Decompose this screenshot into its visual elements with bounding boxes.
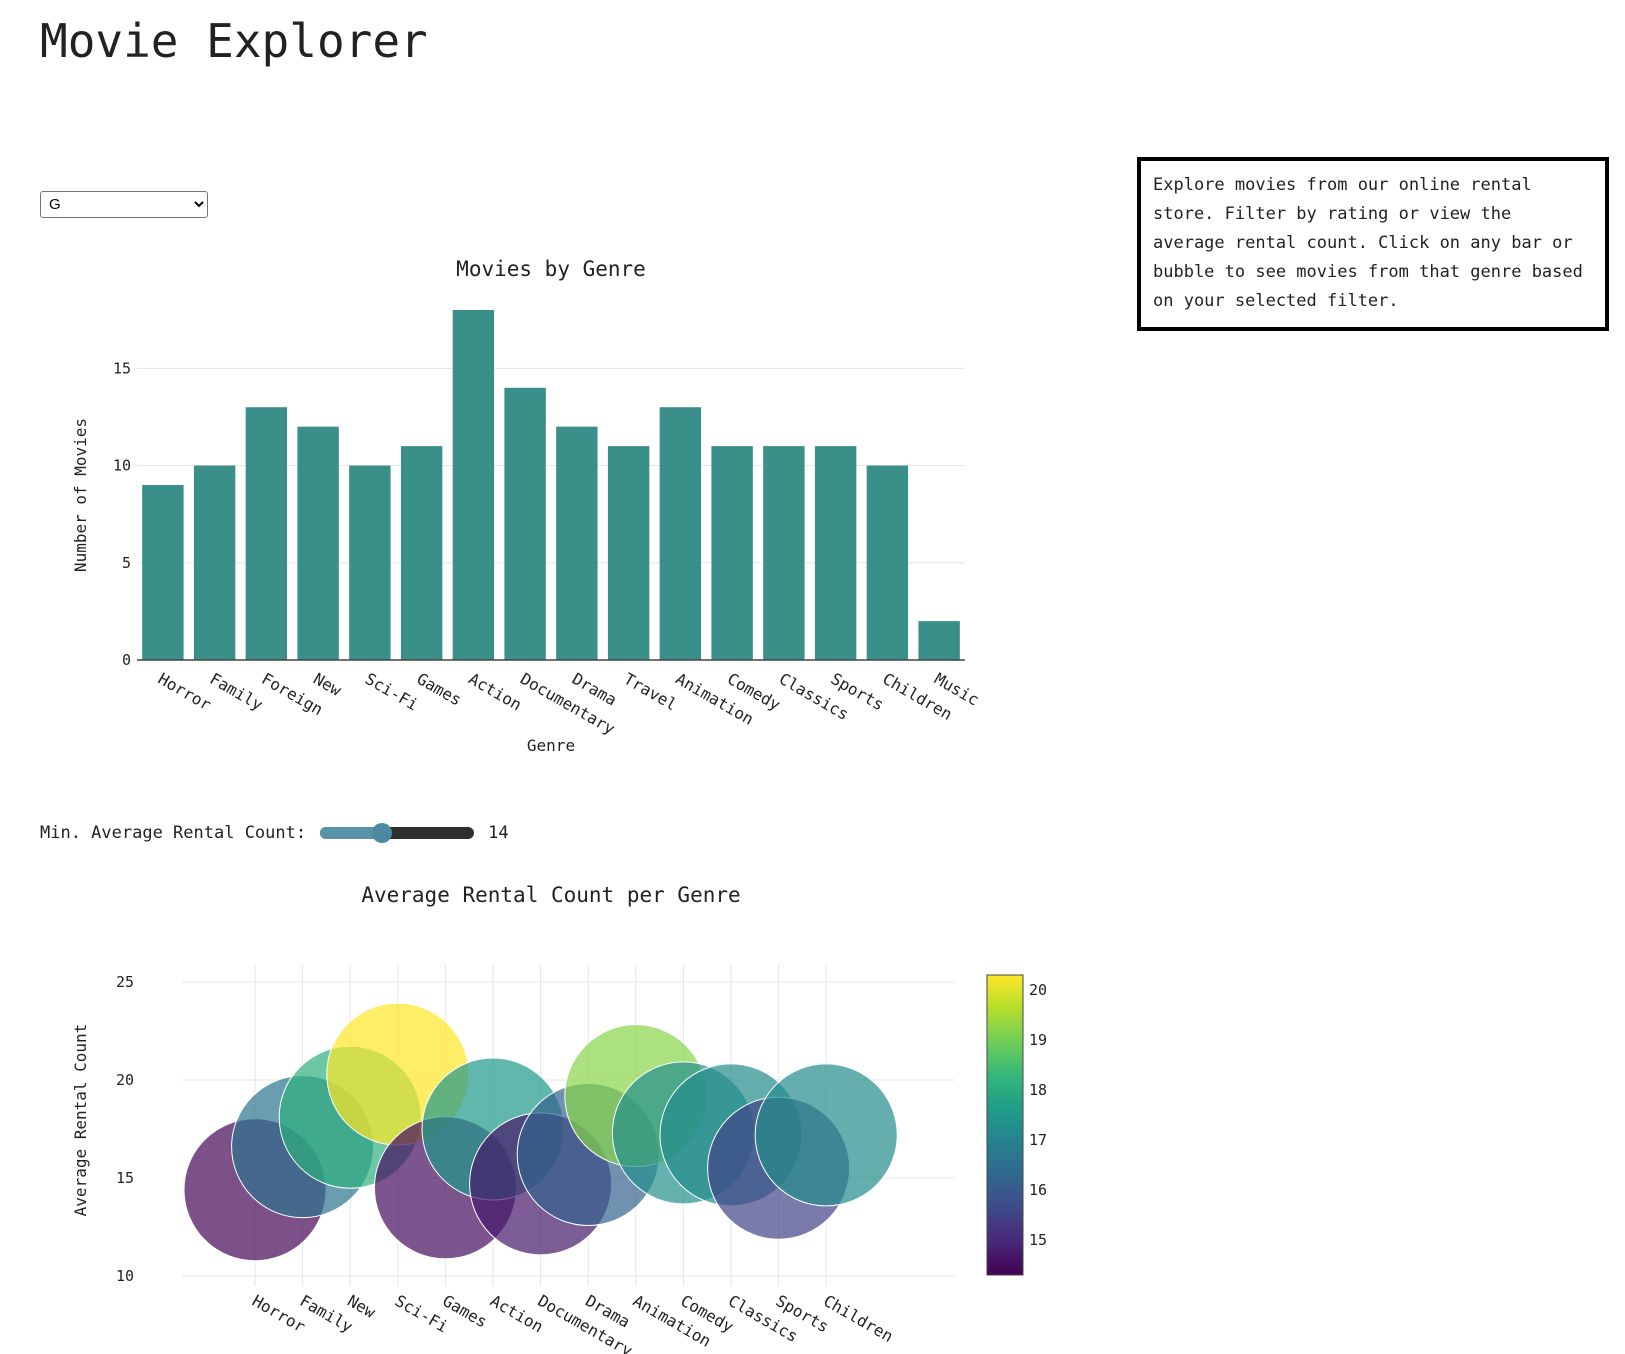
colorbar-tick-label: 20 (1029, 981, 1047, 999)
x-tick-label: Sci-Fi (362, 669, 422, 714)
bar (452, 310, 495, 660)
bar (245, 407, 288, 660)
bar (814, 446, 857, 660)
colorbar-tick-label: 15 (1029, 1231, 1047, 1249)
info-text: Explore movies from our online rental st… (1153, 175, 1583, 311)
chart-title: Movies by Genre (456, 257, 646, 281)
bar (400, 446, 443, 660)
bar (918, 621, 960, 660)
y-axis-title: Number of Movies (71, 418, 90, 572)
x-tick-label: Action (465, 669, 525, 714)
bar (142, 485, 184, 660)
bar (556, 426, 598, 660)
bubble (754, 1063, 898, 1207)
slider-fill (320, 827, 382, 839)
bar (297, 426, 339, 660)
app-title: Movie Explorer (40, 14, 428, 68)
x-tick-label: Sci-Fi (392, 1291, 452, 1336)
x-tick-label: Travel (621, 669, 681, 714)
x-tick-label: Family (207, 669, 267, 715)
bar (504, 387, 546, 660)
y-tick-label: 5 (122, 554, 131, 572)
bar (659, 407, 702, 660)
y-tick-label: 0 (122, 651, 131, 669)
bar (193, 465, 236, 660)
y-axis-title: Average Rental Count (71, 1024, 90, 1217)
colorbar-tick-label: 16 (1029, 1181, 1047, 1199)
chart-title: Average Rental Count per Genre (361, 883, 740, 907)
x-tick-label: Horror (249, 1291, 309, 1337)
bar (349, 465, 391, 660)
bar (866, 465, 909, 660)
slider-label: Min. Average Rental Count: (40, 823, 307, 843)
x-tick-label: Games (414, 669, 465, 710)
y-tick-label: 20 (116, 1071, 134, 1089)
y-tick-label: 25 (116, 973, 134, 991)
rental-count-slider[interactable] (320, 823, 475, 843)
slider-value: 14 (488, 823, 509, 843)
colorbar-tick-label: 17 (1029, 1131, 1047, 1149)
avg-rental-count-chart: Average Rental Count per Genre 10 15 20 25 Ho… (71, 883, 1047, 1354)
rental-count-slider-row: Min. Average Rental Count: 14 (40, 818, 509, 848)
y-tick-label: 15 (113, 359, 131, 377)
movies-by-genre-chart: Movies by Genre051015HorrorFamilyForeign… (71, 257, 982, 755)
bar (711, 446, 753, 660)
colorbar-tick-label: 18 (1029, 1081, 1047, 1099)
y-tick-label: 10 (113, 457, 131, 475)
x-axis-title: Genre (527, 736, 575, 755)
x-tick-label: Horror (155, 669, 215, 715)
x-tick-label: Family (297, 1291, 357, 1337)
bar (607, 446, 650, 660)
bar (763, 446, 805, 660)
y-tick-label: 15 (116, 1169, 134, 1187)
rating-filter-select[interactable]: G (40, 191, 208, 218)
colorbar-tick-label: 19 (1029, 1031, 1047, 1049)
y-tick-label: 10 (116, 1267, 134, 1285)
x-tick-label: Action (487, 1291, 547, 1336)
slider-thumb[interactable] (371, 823, 392, 843)
colorbar (986, 974, 1024, 1276)
info-box: Explore movies from our online rental st… (1137, 157, 1609, 331)
